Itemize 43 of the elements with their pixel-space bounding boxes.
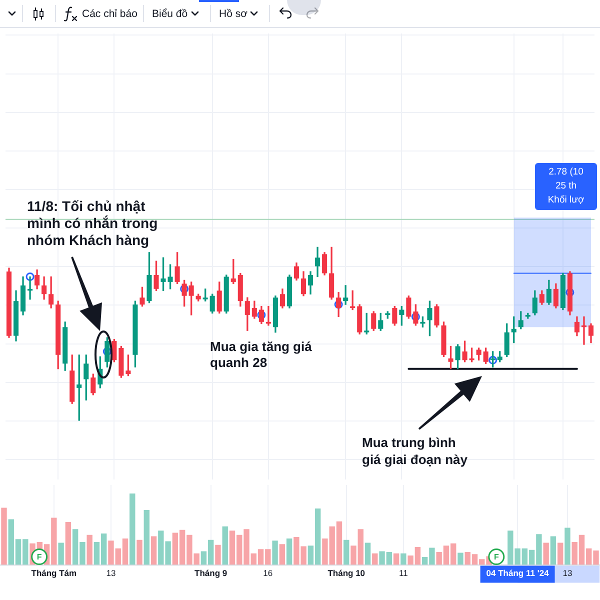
x-tick-label: Tháng 9 — [194, 568, 228, 578]
bar — [372, 553, 378, 565]
bar — [272, 540, 278, 565]
annotation: F — [494, 552, 499, 562]
x-tick-label: 04 Tháng 11 '24 — [486, 568, 550, 578]
bar — [543, 542, 549, 565]
bar — [393, 553, 400, 565]
annotation: 11/8: Tối chủ nhật mình có nhắn trong nhóm Khách hàng — [27, 198, 158, 248]
bar — [130, 494, 136, 565]
bar — [286, 538, 292, 565]
bar — [222, 526, 228, 565]
x-tick-label: Tháng 10 — [328, 568, 366, 578]
bar — [557, 542, 564, 565]
bar — [1, 508, 7, 565]
annotation: F — [36, 552, 42, 562]
bar — [136, 540, 142, 565]
bar — [344, 540, 350, 565]
bar — [86, 534, 92, 565]
bar — [279, 544, 286, 565]
text: Khối lượ — [548, 194, 584, 206]
bar — [564, 528, 570, 565]
bar — [150, 536, 157, 565]
bar — [65, 522, 72, 565]
x-tick-label: Tháng Tám — [31, 568, 78, 578]
candlestick — [343, 285, 348, 305]
x-tick-label: 13 — [562, 568, 572, 578]
text: Các chỉ báo — [82, 8, 138, 20]
bar — [215, 544, 221, 565]
bar — [58, 542, 64, 565]
text: Biểu đồ — [152, 8, 188, 20]
bar — [364, 542, 371, 565]
text: Mua trung bình giá giai đoạn này — [362, 435, 468, 468]
x-tick-label: 11 — [399, 568, 408, 578]
bar — [400, 553, 406, 565]
x-tick-label: 13 — [106, 568, 116, 578]
text: Hồ sơ — [219, 8, 248, 20]
text: 2.78 (10 — [548, 166, 584, 178]
x-tick-label: 16 — [263, 568, 273, 578]
annotation: Mua gia tăng giá quanh 28 — [210, 339, 313, 370]
bar — [144, 510, 150, 565]
bar — [550, 536, 556, 565]
text: 25 th — [555, 180, 577, 192]
bar — [458, 552, 464, 565]
